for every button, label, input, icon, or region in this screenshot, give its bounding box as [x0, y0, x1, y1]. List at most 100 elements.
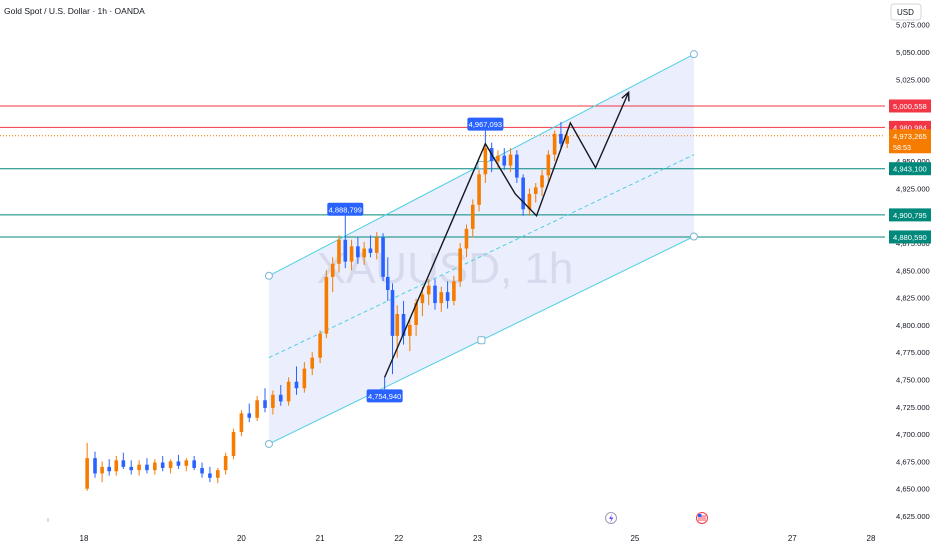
candle-body	[433, 285, 437, 304]
candle-body	[100, 466, 104, 474]
x-tick-label: 23	[473, 534, 482, 543]
events-group	[605, 512, 708, 524]
channel-fill	[268, 54, 694, 444]
candle-body	[527, 193, 532, 210]
channel-anchor-handle[interactable]	[264, 439, 273, 448]
candle-body	[521, 177, 525, 210]
watermark: XAUUSD, 1h	[317, 244, 574, 293]
candle-body	[107, 466, 111, 472]
candle-body	[477, 174, 481, 205]
x-tick-label: 27	[788, 534, 797, 543]
y-tick-label: 5,050.000	[896, 48, 930, 57]
candle-body	[395, 314, 400, 336]
candle-body	[121, 460, 126, 467]
candle-body	[420, 294, 425, 304]
price-callout-label: 4,967,093	[469, 120, 502, 129]
flag-canton	[698, 514, 702, 517]
channel-fill-group	[268, 54, 694, 444]
candle-body	[546, 154, 551, 176]
y-tick-label: 4,750.000	[896, 376, 930, 385]
horizontal-levels-group	[0, 105, 885, 238]
candle-body	[381, 237, 385, 277]
candle-body	[310, 357, 315, 369]
candle-body	[496, 155, 500, 162]
price-callout[interactable]	[366, 389, 403, 403]
x-tick-label: 21	[316, 534, 325, 543]
candle-body	[318, 333, 322, 358]
channel-anchor-handle[interactable]	[264, 271, 273, 280]
candle-body	[515, 154, 519, 178]
callouts-group: 4,888,799 4,967,093 4,754,940	[327, 117, 504, 403]
candle-body	[408, 324, 412, 336]
channel-lines-group	[264, 50, 698, 448]
candle-body	[200, 467, 204, 474]
candle-body	[349, 246, 354, 262]
candle-body	[552, 133, 557, 155]
candle-body	[445, 292, 450, 301]
level-price-badge-label: 5,000,558	[893, 102, 927, 111]
candle-body	[368, 248, 373, 253]
candle-body	[559, 133, 563, 144]
y-tick-label: 4,675.000	[896, 457, 930, 466]
price-callout[interactable]	[327, 202, 364, 216]
candle-body	[263, 400, 267, 408]
candle-body	[255, 400, 259, 418]
candle-body	[302, 368, 307, 389]
y-tick-label: 5,025.000	[896, 75, 930, 84]
candle-body	[184, 460, 189, 466]
candle-body	[533, 187, 538, 194]
candle-body	[458, 248, 462, 282]
x-tick-label: 18	[80, 534, 89, 543]
arrow-head	[621, 90, 630, 102]
candle-body	[153, 462, 157, 471]
candle-body	[565, 136, 570, 144]
y-tick-label: 4,825.000	[896, 294, 930, 303]
channel-anchor-handle[interactable]	[689, 232, 698, 241]
projection-path[interactable]	[383, 92, 630, 378]
candle-body	[401, 314, 406, 336]
candle-body	[129, 466, 134, 471]
candle-body	[93, 458, 97, 474]
candle-body	[160, 462, 165, 468]
candle-body	[192, 460, 196, 468]
candle-body	[223, 455, 228, 471]
channel-midline[interactable]	[268, 154, 695, 359]
channel-anchor-handle[interactable]	[689, 50, 698, 59]
candle-body	[239, 413, 244, 432]
price-callout[interactable]	[467, 117, 504, 131]
level-price-badge-label: 4,980,984	[893, 123, 927, 132]
candle-body	[85, 458, 89, 489]
y-tick-label: 4,925.000	[896, 184, 930, 193]
candle-body	[231, 431, 236, 456]
candle-body	[414, 303, 418, 325]
y-tick-label: 4,725.000	[896, 403, 930, 412]
symbol-title: Gold Spot / U.S. Dollar · 1h · OANDA	[4, 6, 145, 16]
candle-body	[114, 460, 119, 472]
candle-body	[176, 461, 181, 466]
candle-body	[502, 155, 507, 166]
countdown-label: 58:53	[893, 143, 911, 152]
candle-body	[508, 154, 513, 166]
candle-body	[208, 473, 212, 478]
candle-body	[540, 175, 544, 188]
candle-body	[247, 413, 252, 418]
current-price-badge	[889, 129, 931, 154]
time-axis: 18 20 21 22 23 25 27 28	[47, 518, 876, 543]
candle-body	[324, 276, 329, 334]
candle-body	[374, 237, 379, 253]
level-price-badge-label: 4,900,795	[893, 211, 927, 220]
y-tick-label: 4,775.000	[896, 348, 930, 357]
y-tick-label: 4,875.000	[896, 239, 930, 248]
currency-label: USD	[897, 8, 914, 17]
price-axis: 4,625.000 4,650.000 4,675.000 4,700.000 4,72…	[889, 21, 931, 521]
zigzag-group	[383, 90, 630, 378]
y-tick-label: 4,700.000	[896, 430, 930, 439]
level-price-badge-label: 4,880,590	[893, 233, 927, 242]
currency-box[interactable]	[890, 3, 922, 21]
x-tick-label: 22	[394, 534, 403, 543]
level-price-badge	[889, 208, 931, 222]
channel-mid-handle[interactable]	[477, 336, 486, 345]
candle-body	[390, 290, 395, 336]
